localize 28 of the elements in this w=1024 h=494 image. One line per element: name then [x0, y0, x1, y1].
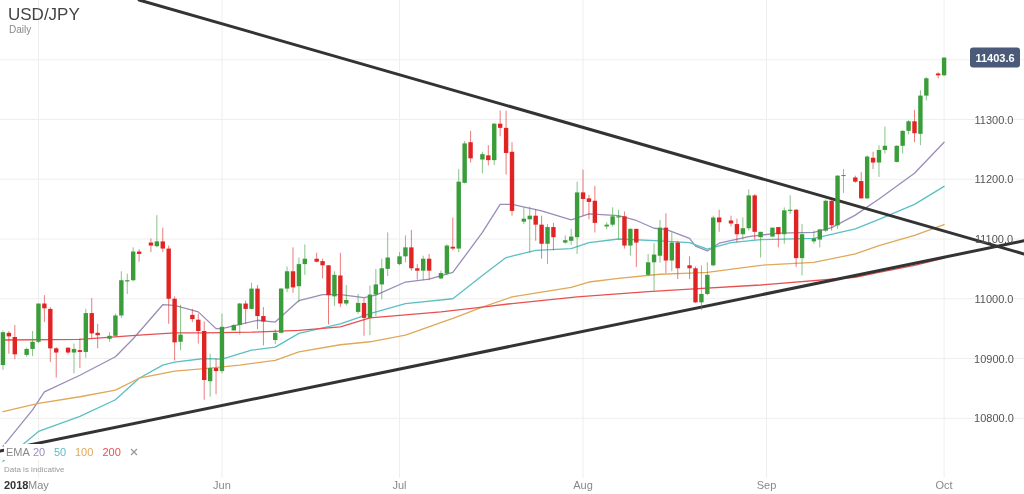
text: 200: [102, 446, 121, 458]
text: 100: [75, 446, 94, 458]
x-tick-label: Sep: [756, 479, 777, 491]
candlestick: [728, 215, 734, 227]
chart-title: USD/JPY: [8, 5, 80, 24]
text: 20: [33, 446, 46, 458]
legend-title: EMA: [6, 446, 31, 458]
y-tick-label: 11000.0: [974, 292, 1014, 305]
y-tick-label: 11100.0: [974, 233, 1014, 245]
x-tick-label: Jul: [392, 479, 407, 491]
line-series: [2, 224, 945, 413]
annotation: 11403.6: [975, 51, 1015, 64]
y-tick-label: 10900.0: [974, 352, 1014, 365]
candlestick: [148, 237, 154, 253]
y-tick-label: 10800.0: [974, 412, 1014, 425]
candlestick: [811, 230, 817, 245]
annotation: Data is indicative: [4, 465, 66, 474]
series-label: 50: [54, 446, 67, 458]
x-tick-label: Jun: [213, 479, 231, 491]
x-tick-label: Oct: [935, 479, 953, 491]
x-tick-label: Aug: [573, 479, 593, 491]
text: Daily: [9, 24, 32, 35]
line-series: [2, 185, 945, 462]
y-tick-label: 11200.0: [974, 173, 1014, 186]
x-tick-label: May: [28, 479, 50, 491]
text: 2018: [4, 479, 29, 491]
candlestick: [870, 151, 876, 170]
y-tick-label: 11300.0: [974, 113, 1014, 126]
